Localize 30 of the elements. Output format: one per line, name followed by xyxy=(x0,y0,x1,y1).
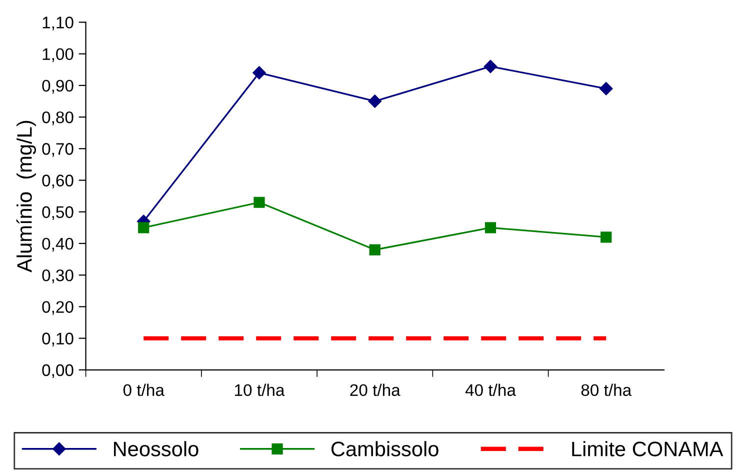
y-tick-label: 0,20 xyxy=(42,301,74,315)
point xyxy=(369,244,380,256)
y-tick-label: 0,70 xyxy=(42,143,74,157)
point xyxy=(252,66,266,80)
y-tick-label: 0,00 xyxy=(42,364,74,378)
y-tick-label: 0,80 xyxy=(42,111,74,126)
y-tick-label: 1,10 xyxy=(42,16,74,30)
y-axis-title: Alumínio (mg/L) xyxy=(16,120,36,272)
x-tick-label: 20 t/ha xyxy=(350,384,400,396)
y-tick-label: 0,10 xyxy=(42,332,74,346)
point xyxy=(600,232,612,243)
point xyxy=(138,222,150,234)
point xyxy=(368,94,382,108)
point xyxy=(484,60,498,74)
x-tick-label: 0 t/ha xyxy=(123,384,164,396)
point xyxy=(600,82,613,96)
y-tick-label: 0,50 xyxy=(42,206,74,220)
point xyxy=(484,222,496,234)
y-tick-label: 0,90 xyxy=(42,80,74,94)
y-tick-label: 0,60 xyxy=(42,174,74,188)
legend-label: Neossolo xyxy=(114,441,198,456)
x-tick-label: 80 t/ha xyxy=(581,384,632,396)
legend-label: Limite CONAMA xyxy=(572,441,724,456)
y-tick-label: 0,30 xyxy=(42,269,74,284)
legend-label: Cambissolo xyxy=(331,441,438,456)
point xyxy=(254,196,265,208)
x-tick-label: 40 t/ha xyxy=(465,384,516,396)
y-tick-label: 0,40 xyxy=(42,238,74,252)
y-tick-label: 1,00 xyxy=(42,48,74,62)
x-tick-label: 10 t/ha xyxy=(235,384,285,396)
